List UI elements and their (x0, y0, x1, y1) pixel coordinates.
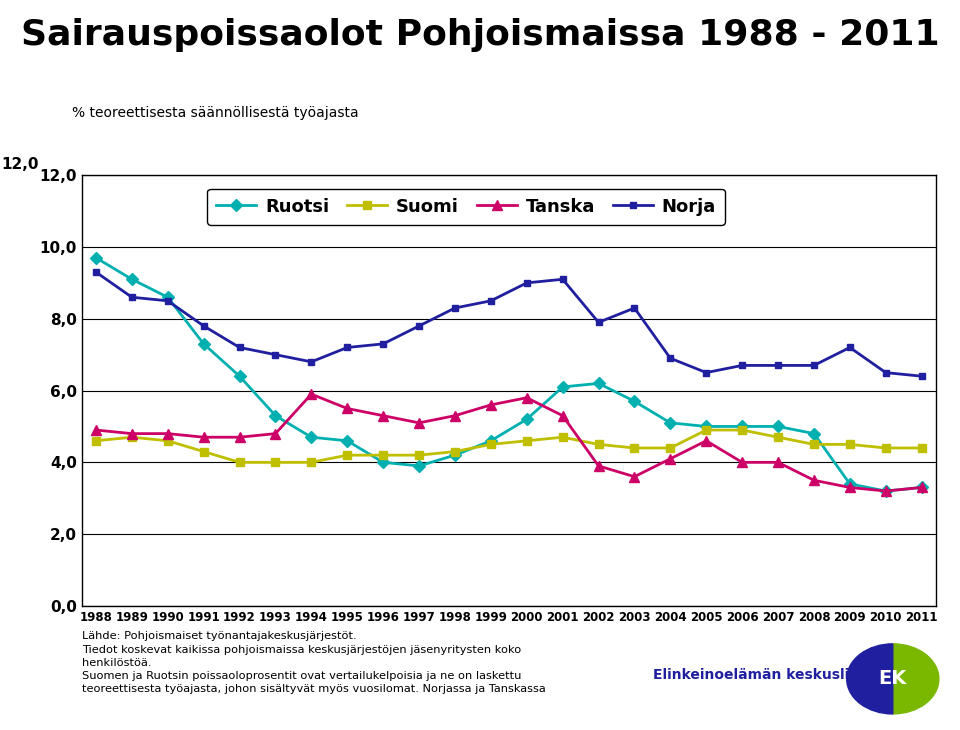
Text: Lähde: Pohjoismaiset työnantajakeskusjärjestöt.
Tiedot koskevat kaikissa pohjois: Lähde: Pohjoismaiset työnantajakeskusjär… (82, 631, 545, 694)
Text: EK: EK (878, 669, 907, 688)
Wedge shape (893, 644, 939, 714)
Text: Elinkeinoelämän keskusliitto: Elinkeinoelämän keskusliitto (653, 668, 876, 683)
Text: Sairauspoissaolot Pohjoismaissa 1988 - 2011: Sairauspoissaolot Pohjoismaissa 1988 - 2… (21, 18, 939, 53)
Legend: Ruotsi, Suomi, Tanska, Norja: Ruotsi, Suomi, Tanska, Norja (207, 188, 725, 225)
Text: % teoreettisesta säännöllisestä työajasta: % teoreettisesta säännöllisestä työajast… (72, 106, 359, 120)
Text: 12,0: 12,0 (1, 156, 38, 172)
Wedge shape (847, 644, 893, 714)
